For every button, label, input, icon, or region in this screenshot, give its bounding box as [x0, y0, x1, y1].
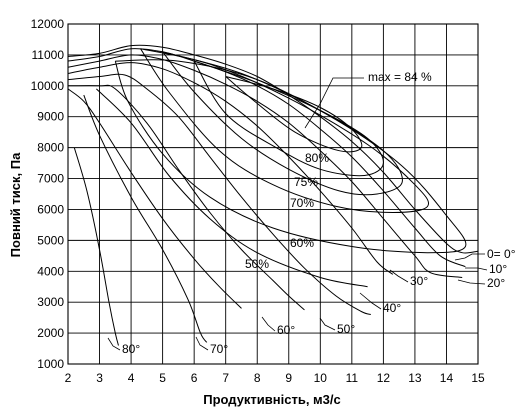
y-tick-label: 3000	[37, 295, 64, 309]
annotation-label-3: 70%	[290, 196, 314, 210]
annotation-label-5: 50%	[245, 257, 269, 271]
series-line-8	[73, 147, 119, 346]
plot-frame	[67, 23, 479, 365]
y-tick-label: 6000	[37, 202, 64, 216]
y-tick-label: 12000	[31, 17, 65, 31]
series-line-5	[67, 84, 305, 311]
x-tick-label: 12	[377, 371, 391, 385]
x-tick-label: 3	[96, 371, 103, 385]
y-tick-label: 7000	[37, 172, 64, 186]
efficiency-contour-60	[114, 59, 467, 254]
x-tick-label: 2	[65, 371, 72, 385]
x-tick-label: 11	[346, 371, 359, 385]
annotation-label-4: 60%	[290, 236, 314, 250]
efficiency-layer	[96, 48, 467, 288]
annotation-label-10: 40°	[383, 301, 401, 315]
annotation-label-9: 30°	[410, 274, 428, 288]
y-tick-label: 8000	[37, 141, 64, 155]
efficiency-contour-70	[140, 48, 429, 214]
annotation-label-1: 80%	[305, 151, 329, 165]
leader-line-5	[359, 292, 382, 310]
x-tick-label: 6	[191, 371, 198, 385]
annotation-label-12: 60°	[277, 323, 295, 337]
leader-line-6	[319, 317, 336, 331]
series-line-2	[67, 54, 463, 278]
leader-line-1	[454, 253, 485, 261]
annotation-layer: max = 84 % 80% 75% 70% 60% 50% 0= 0°10°20° 30° 4…	[107, 70, 516, 356]
y-tick-label: 9000	[37, 110, 64, 124]
x-tick-label: 15	[471, 371, 485, 385]
annotation-label-13: 70°	[210, 342, 228, 356]
leader-line-3	[457, 279, 486, 285]
y-tick-label: 1000	[37, 357, 64, 371]
x-tick-label: 7	[222, 371, 229, 385]
annotation-label-11: 50°	[337, 322, 355, 336]
series-line-4	[67, 73, 371, 315]
annotation-label-0: max = 84 %	[368, 70, 432, 84]
efficiency-contour-75	[162, 51, 403, 196]
y-tick-label: 11000	[32, 48, 65, 62]
leader-line-8	[195, 336, 209, 351]
y-tick-label: 2000	[37, 326, 64, 340]
y-tick-label: 10000	[31, 79, 65, 93]
annotation-label-14: 80°	[122, 342, 140, 356]
x-tick-label: 14	[440, 371, 454, 385]
leader-line-4	[389, 269, 409, 283]
x-tick-label: 4	[128, 371, 135, 385]
y-tick-label: 5000	[37, 233, 64, 247]
series-line-6	[67, 88, 242, 309]
efficiency-contour-84	[225, 76, 363, 153]
leader-line-0	[304, 77, 364, 129]
tick-layer: 2 3 4 5 6 7 8 9 10 11 12 13 14 15 1000 2000 3000 4000 5000…	[31, 17, 485, 385]
series-line-7	[83, 94, 208, 343]
annotation-label-7: 10°	[489, 262, 507, 276]
series-line-1	[67, 48, 466, 268]
y-tick-label: 4000	[37, 264, 64, 278]
x-tick-label: 5	[159, 371, 166, 385]
x-tick-label: 9	[285, 371, 292, 385]
efficiency-contour-80	[193, 60, 384, 177]
x-tick-label: 10	[314, 371, 328, 385]
annotation-label-2: 75%	[294, 175, 318, 189]
x-tick-label: 13	[408, 371, 422, 385]
x-axis-title: Продуктивність, м3/с	[203, 392, 341, 407]
series-line-0	[67, 44, 479, 254]
leader-line-2	[465, 267, 488, 271]
grid-layer	[67, 23, 479, 365]
annotation-label-6: 0= 0°	[487, 247, 516, 261]
efficiency-contour-50	[96, 88, 368, 288]
y-axis-title: Повний тиск, Па	[8, 152, 23, 257]
curve-layer	[67, 44, 479, 346]
annotation-label-8: 20°	[487, 276, 505, 290]
x-tick-label: 8	[254, 371, 261, 385]
leader-line-7	[261, 316, 276, 332]
series-line-3	[67, 62, 394, 275]
leader-line-9	[107, 337, 121, 351]
